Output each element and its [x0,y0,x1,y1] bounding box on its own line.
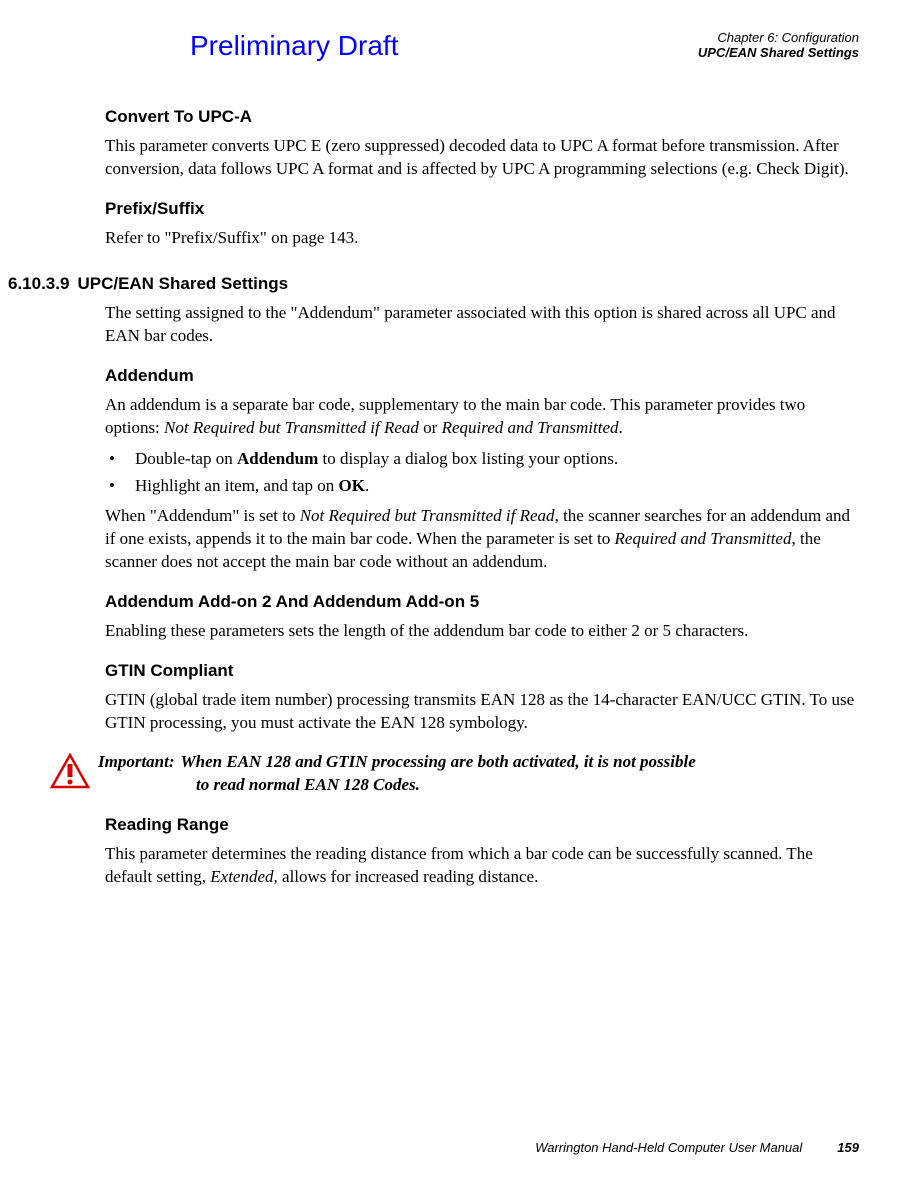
page-content: Convert To UPC-A This parameter converts… [105,107,859,889]
prefix-suffix-body: Refer to "Prefix/Suffix" on page 143. [105,227,859,250]
addendum-body2: When "Addendum" is set to Not Required b… [105,505,859,574]
section-number: 6.10.3.9 [8,274,69,294]
upc-ean-section-heading: 6.10.3.9 UPC/EAN Shared Settings [8,274,859,294]
addendum-bullet-2: Highlight an item, and tap on OK. [105,475,859,498]
important-body-line1: When EAN 128 and GTIN processing are bot… [181,752,696,771]
chapter-subtitle: UPC/EAN Shared Settings [698,45,859,60]
footer-page-number: 159 [837,1140,859,1155]
addendum-body1: An addendum is a separate bar code, supp… [105,394,859,440]
important-label: Important: [98,751,175,774]
preliminary-draft-label: Preliminary Draft [190,30,398,62]
gtin-heading: GTIN Compliant [105,661,859,681]
important-note: Important: When EAN 128 and GTIN processi… [50,751,859,797]
footer-manual-title: Warrington Hand-Held Computer User Manua… [535,1140,802,1155]
warning-icon [50,753,90,794]
upc-ean-body: The setting assigned to the "Addendum" p… [105,302,859,348]
addendum-addon-body: Enabling these parameters sets the lengt… [105,620,859,643]
convert-upca-body: This parameter converts UPC E (zero supp… [105,135,859,181]
page-header: Preliminary Draft Chapter 6: Configurati… [50,30,859,62]
prefix-suffix-heading: Prefix/Suffix [105,199,859,219]
important-body-line2: to read normal EAN 128 Codes. [196,774,696,797]
addendum-bullets: Double-tap on Addendum to display a dial… [105,448,859,498]
reading-range-heading: Reading Range [105,815,859,835]
gtin-body: GTIN (global trade item number) processi… [105,689,859,735]
addendum-addon-heading: Addendum Add-on 2 And Addendum Add-on 5 [105,592,859,612]
reading-range-body: This parameter determines the reading di… [105,843,859,889]
page-footer: Warrington Hand-Held Computer User Manua… [50,1140,859,1155]
chapter-title: Chapter 6: Configuration [698,30,859,45]
important-text: Important: When EAN 128 and GTIN processi… [98,751,696,797]
addendum-bullet-1: Double-tap on Addendum to display a dial… [105,448,859,471]
addendum-heading: Addendum [105,366,859,386]
convert-upca-heading: Convert To UPC-A [105,107,859,127]
chapter-info: Chapter 6: Configuration UPC/EAN Shared … [698,30,859,60]
section-title: UPC/EAN Shared Settings [77,274,288,293]
